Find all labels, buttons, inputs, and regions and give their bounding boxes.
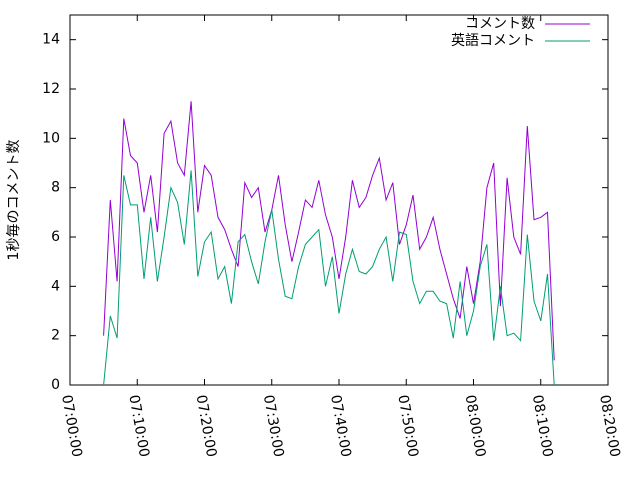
x-tick-label: 07:50:00 <box>394 394 421 459</box>
x-tick-label: 07:20:00 <box>193 394 220 459</box>
y-axis-label: 1秒毎のコメント数 <box>6 140 22 261</box>
y-tick-label: 12 <box>42 81 60 97</box>
y-tick-label: 4 <box>51 278 60 294</box>
plot-frame <box>69 14 609 386</box>
x-tick-label: 07:40:00 <box>327 394 354 459</box>
y-tick-label: 10 <box>42 130 60 146</box>
legend-label: 英語コメント <box>451 32 535 49</box>
x-tick-label: 08:20:00 <box>596 394 623 459</box>
x-tick-label: 07:10:00 <box>125 394 152 459</box>
y-tick-label: 14 <box>42 32 60 48</box>
legend-label: コメント数 <box>465 16 535 32</box>
x-tick-label: 08:00:00 <box>462 394 489 459</box>
y-tick-label: 2 <box>51 328 60 344</box>
y-tick-label: 8 <box>51 180 60 196</box>
x-tick-label: 08:10:00 <box>529 394 556 459</box>
y-tick-label: 0 <box>51 377 60 393</box>
x-tick-label: 07:30:00 <box>260 394 287 459</box>
x-tick-label: 07:00:00 <box>58 394 85 459</box>
series-line <box>103 101 555 361</box>
series-line <box>103 170 555 386</box>
y-tick-label: 6 <box>51 229 60 245</box>
